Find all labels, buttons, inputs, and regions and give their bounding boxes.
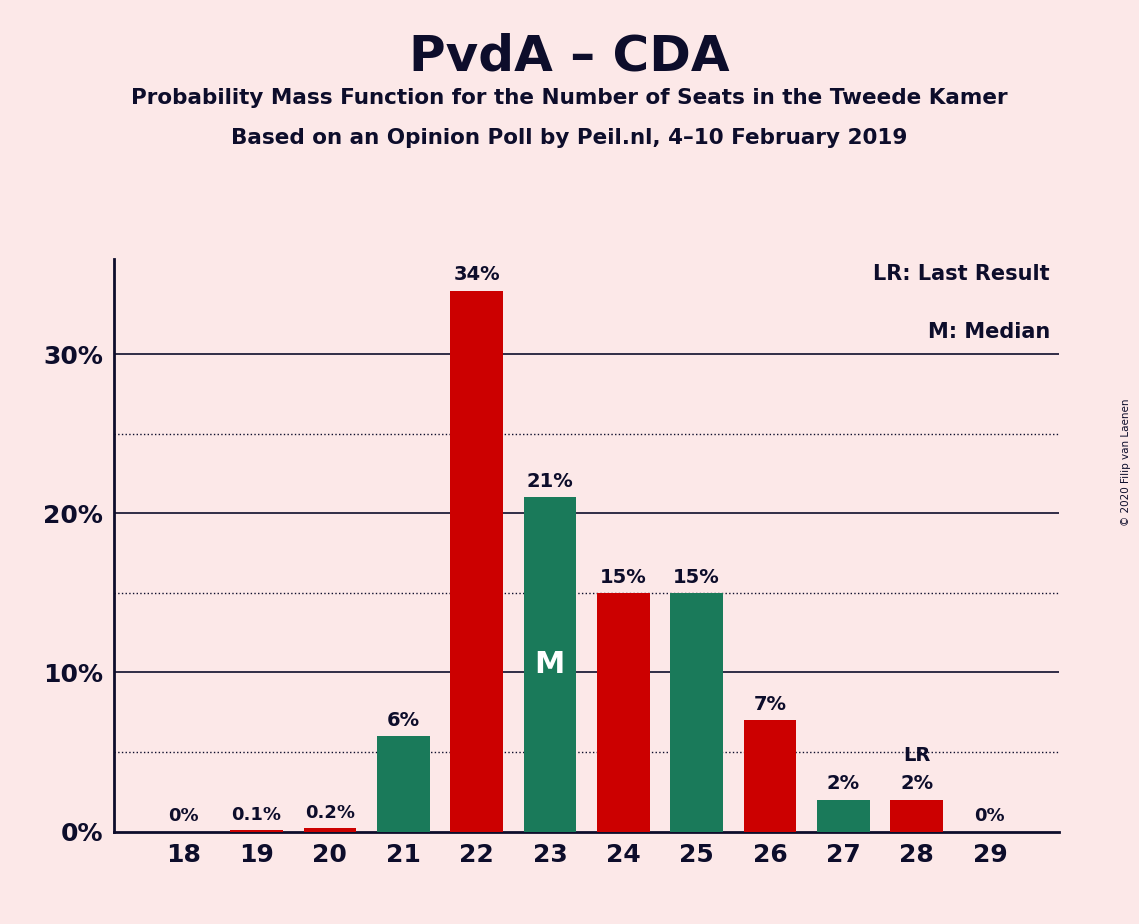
Bar <box>670 593 723 832</box>
Bar <box>744 720 796 832</box>
Text: 2%: 2% <box>827 774 860 794</box>
Bar <box>891 800 943 832</box>
Text: LR: LR <box>903 746 931 765</box>
Bar <box>303 829 357 832</box>
Text: 21%: 21% <box>526 472 573 491</box>
Bar <box>377 736 429 832</box>
Bar <box>524 497 576 832</box>
Text: Based on an Opinion Poll by Peil.nl, 4–10 February 2019: Based on an Opinion Poll by Peil.nl, 4–1… <box>231 128 908 148</box>
Bar <box>817 800 870 832</box>
Bar <box>450 290 503 832</box>
Text: 0.2%: 0.2% <box>305 804 355 822</box>
Bar <box>597 593 649 832</box>
Text: 2%: 2% <box>900 774 933 794</box>
Text: 15%: 15% <box>600 567 647 587</box>
Text: 0.1%: 0.1% <box>231 806 281 823</box>
Text: 0%: 0% <box>975 808 1006 825</box>
Text: © 2020 Filip van Laenen: © 2020 Filip van Laenen <box>1121 398 1131 526</box>
Bar <box>230 830 282 832</box>
Text: 34%: 34% <box>453 265 500 285</box>
Text: 6%: 6% <box>387 711 420 730</box>
Text: M: M <box>534 650 565 679</box>
Text: LR: Last Result: LR: Last Result <box>874 264 1050 285</box>
Text: Probability Mass Function for the Number of Seats in the Tweede Kamer: Probability Mass Function for the Number… <box>131 88 1008 108</box>
Text: M: Median: M: Median <box>927 322 1050 342</box>
Text: 15%: 15% <box>673 567 720 587</box>
Text: 7%: 7% <box>753 695 786 714</box>
Text: PvdA – CDA: PvdA – CDA <box>409 32 730 80</box>
Text: 0%: 0% <box>167 808 198 825</box>
